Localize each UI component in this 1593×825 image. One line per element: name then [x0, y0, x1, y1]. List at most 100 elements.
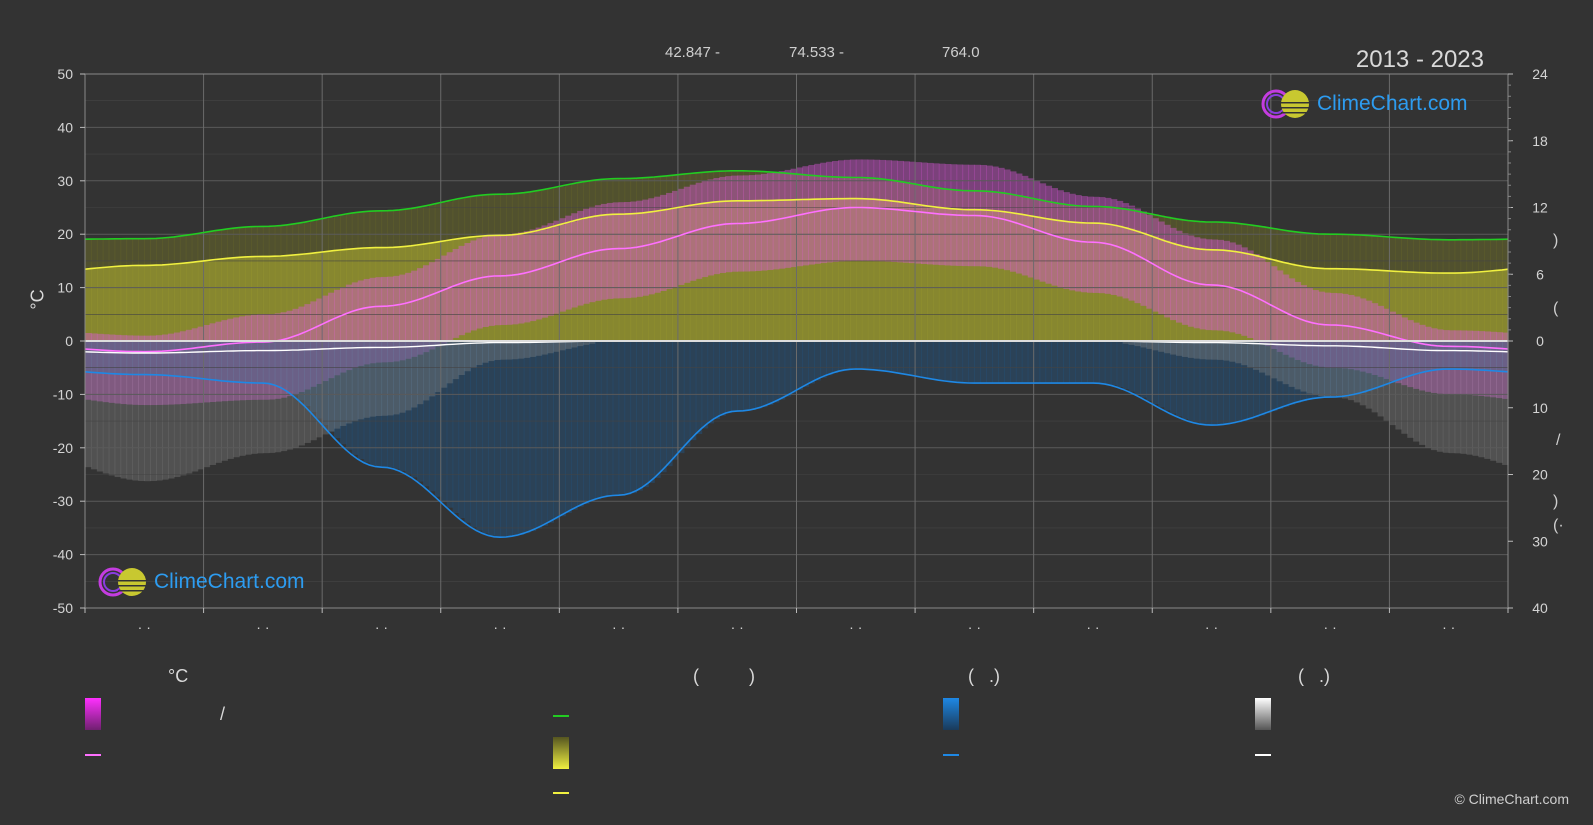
snow-slice: [1484, 341, 1491, 459]
rain-slice: [1211, 341, 1219, 426]
rain-slice: [197, 341, 205, 379]
rain-slice: [351, 341, 359, 455]
rain-slice: [322, 341, 329, 426]
temp-range-slice: [826, 161, 833, 263]
temp-range-slice: [689, 184, 697, 281]
temp-range-slice: [843, 159, 851, 262]
temp-range-slice: [1472, 330, 1479, 396]
temp-range-slice: [363, 278, 371, 365]
rain-slice: [191, 341, 199, 378]
sunshine-slice: [695, 204, 703, 341]
rain-slice: [357, 341, 365, 460]
sunshine-slice: [334, 250, 341, 341]
rain-slice: [1009, 341, 1017, 384]
rain-slice: [339, 341, 347, 445]
temp-range-slice: [1383, 308, 1391, 379]
rain-slice: [903, 341, 910, 374]
sunshine-slice: [713, 202, 721, 341]
temp-range-slice: [814, 163, 821, 264]
sunshine-slice: [808, 199, 815, 341]
temp-range-slice: [417, 268, 424, 355]
snow-slice: [1205, 341, 1213, 360]
rain-slice: [671, 341, 679, 460]
sunshine-slice: [571, 221, 578, 341]
snow-slice: [452, 341, 460, 380]
rain-slice: [1241, 341, 1248, 421]
sunshine-slice: [476, 236, 483, 341]
temp-range-slice: [820, 162, 827, 264]
left-tick-label: 0: [65, 333, 73, 349]
sunshine-slice: [268, 256, 276, 341]
snow-slice: [500, 341, 507, 360]
sunshine-slice: [1490, 271, 1497, 341]
temp-range-slice: [173, 332, 181, 405]
snow-slice: [1395, 341, 1402, 430]
temp-range-slice: [1407, 320, 1414, 388]
snow-slice: [322, 341, 329, 435]
sunshine-slice: [375, 247, 383, 341]
sunshine-slice: [980, 209, 987, 341]
sunshine-slice: [381, 247, 388, 341]
temp-range-slice: [909, 161, 916, 264]
temp-range-slice: [452, 248, 460, 338]
sunshine-slice: [1448, 273, 1456, 341]
mean-temp-line: [84, 206, 1509, 353]
sunshine-slice: [1478, 271, 1485, 341]
temp-range-slice: [861, 159, 869, 261]
rain-slice: [974, 341, 981, 384]
sunshine-slice: [926, 205, 934, 341]
sunshine-slice: [132, 265, 139, 341]
rain-slice: [1460, 341, 1468, 370]
left-tick-label: -10: [53, 386, 73, 402]
sunshine-slice: [612, 214, 620, 341]
rain-slice: [701, 341, 709, 429]
temp-range-slice: [494, 234, 501, 326]
sunshine-slice: [654, 211, 661, 341]
snow-slice: [559, 341, 566, 351]
temp-range-slice: [1478, 331, 1485, 396]
sunshine-slice: [245, 256, 252, 341]
sunshine-slice: [1021, 214, 1029, 341]
rain-slice: [713, 341, 721, 420]
temp-range-slice: [666, 192, 673, 290]
temp-range-slice: [1347, 294, 1355, 370]
rain-slice: [600, 341, 608, 498]
rain-slice: [298, 341, 305, 401]
temp-range-slice: [482, 236, 489, 328]
sunshine-slice: [262, 256, 270, 341]
brand-logo-top[interactable]: ClimeChart.com: [1258, 88, 1468, 120]
rain-slice: [85, 341, 92, 372]
sunshine-area: [85, 170, 1509, 341]
temp-range-slice: [446, 252, 454, 341]
snow-slice: [458, 341, 466, 375]
rain-slice: [666, 341, 673, 467]
temp-range-slice: [1087, 196, 1094, 293]
brand-logo-bottom[interactable]: ClimeChart.com: [95, 566, 305, 598]
sunshine-slice: [482, 235, 489, 341]
temp-range-slice: [138, 335, 145, 406]
temp-range-slice: [559, 218, 566, 312]
rain-slice: [399, 341, 406, 471]
snow-slice: [464, 341, 471, 372]
climechart-logo-icon: [98, 567, 146, 597]
rain-slice: [1401, 341, 1408, 379]
sunshine-slice: [85, 269, 92, 341]
rain-slice: [428, 341, 436, 492]
sunshine-slice: [387, 247, 394, 341]
rain-slice: [1347, 341, 1355, 396]
rain-slice: [1027, 341, 1035, 384]
sunshine-slice: [256, 256, 264, 341]
rain-slice: [108, 341, 116, 374]
rain-slice: [921, 341, 928, 378]
rain-slice: [381, 341, 388, 468]
rain-slice: [1359, 341, 1367, 393]
rain-slice: [1128, 341, 1136, 392]
snow-slice: [1258, 341, 1266, 373]
rain-slice: [245, 341, 252, 383]
rain-slice: [393, 341, 400, 469]
snow-slice: [1436, 341, 1444, 452]
temp-range-slice: [233, 317, 240, 401]
sunshine-slice: [221, 258, 228, 341]
sunshine-slice: [737, 200, 744, 341]
temp-range-slice: [322, 295, 329, 382]
